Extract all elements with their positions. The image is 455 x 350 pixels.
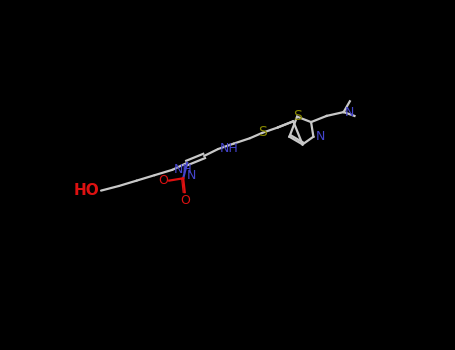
Text: N: N: [187, 169, 197, 182]
Text: NH: NH: [220, 142, 238, 155]
Text: S: S: [293, 109, 302, 123]
Text: HO: HO: [74, 183, 100, 198]
Text: N: N: [316, 130, 325, 143]
Text: N: N: [345, 106, 354, 119]
Text: O: O: [181, 194, 191, 207]
Text: S: S: [258, 125, 267, 139]
Text: NH: NH: [174, 162, 192, 176]
Text: O: O: [159, 174, 168, 187]
